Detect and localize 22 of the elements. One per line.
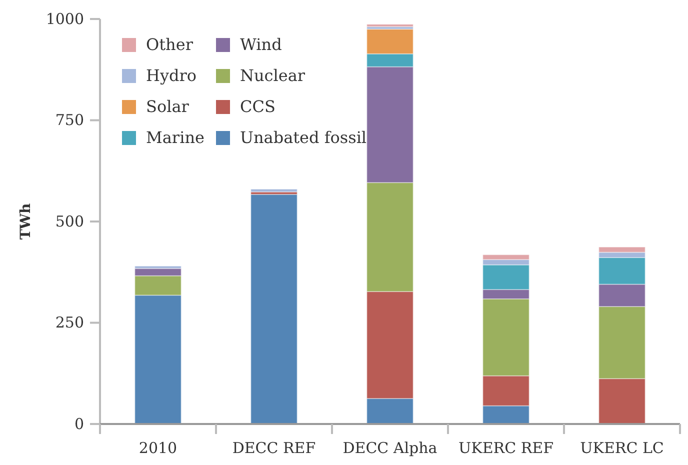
bar	[366, 24, 414, 28]
legend-label: CCS	[240, 97, 276, 116]
x-tick-label: UKERC REF	[458, 439, 554, 457]
y-axis-title: TWh	[18, 203, 34, 240]
y-tick-label: 1000	[46, 10, 84, 28]
x-tick-label: UKERC LC	[580, 439, 664, 457]
y-tick-label: 250	[55, 314, 84, 332]
legend-label: Marine	[146, 128, 204, 147]
bar	[250, 188, 298, 192]
legend-label: Solar	[146, 97, 190, 116]
x-tick-label: 2010	[138, 439, 178, 457]
x-tick-label: DECC Alpha	[342, 439, 438, 457]
x-tick-label: DECC REF	[232, 439, 316, 457]
y-tick-label: 0	[74, 414, 84, 433]
y-tick-label: 750	[55, 111, 84, 130]
legend-label: Other	[146, 35, 194, 54]
y-tick-label: 500	[55, 212, 84, 230]
legend-label: Wind	[240, 35, 282, 54]
bar	[250, 194, 298, 424]
legend-label: Hydro	[146, 66, 197, 85]
legend-label: Nuclear	[240, 66, 306, 85]
legend-label: Unabated fossil	[240, 128, 367, 147]
